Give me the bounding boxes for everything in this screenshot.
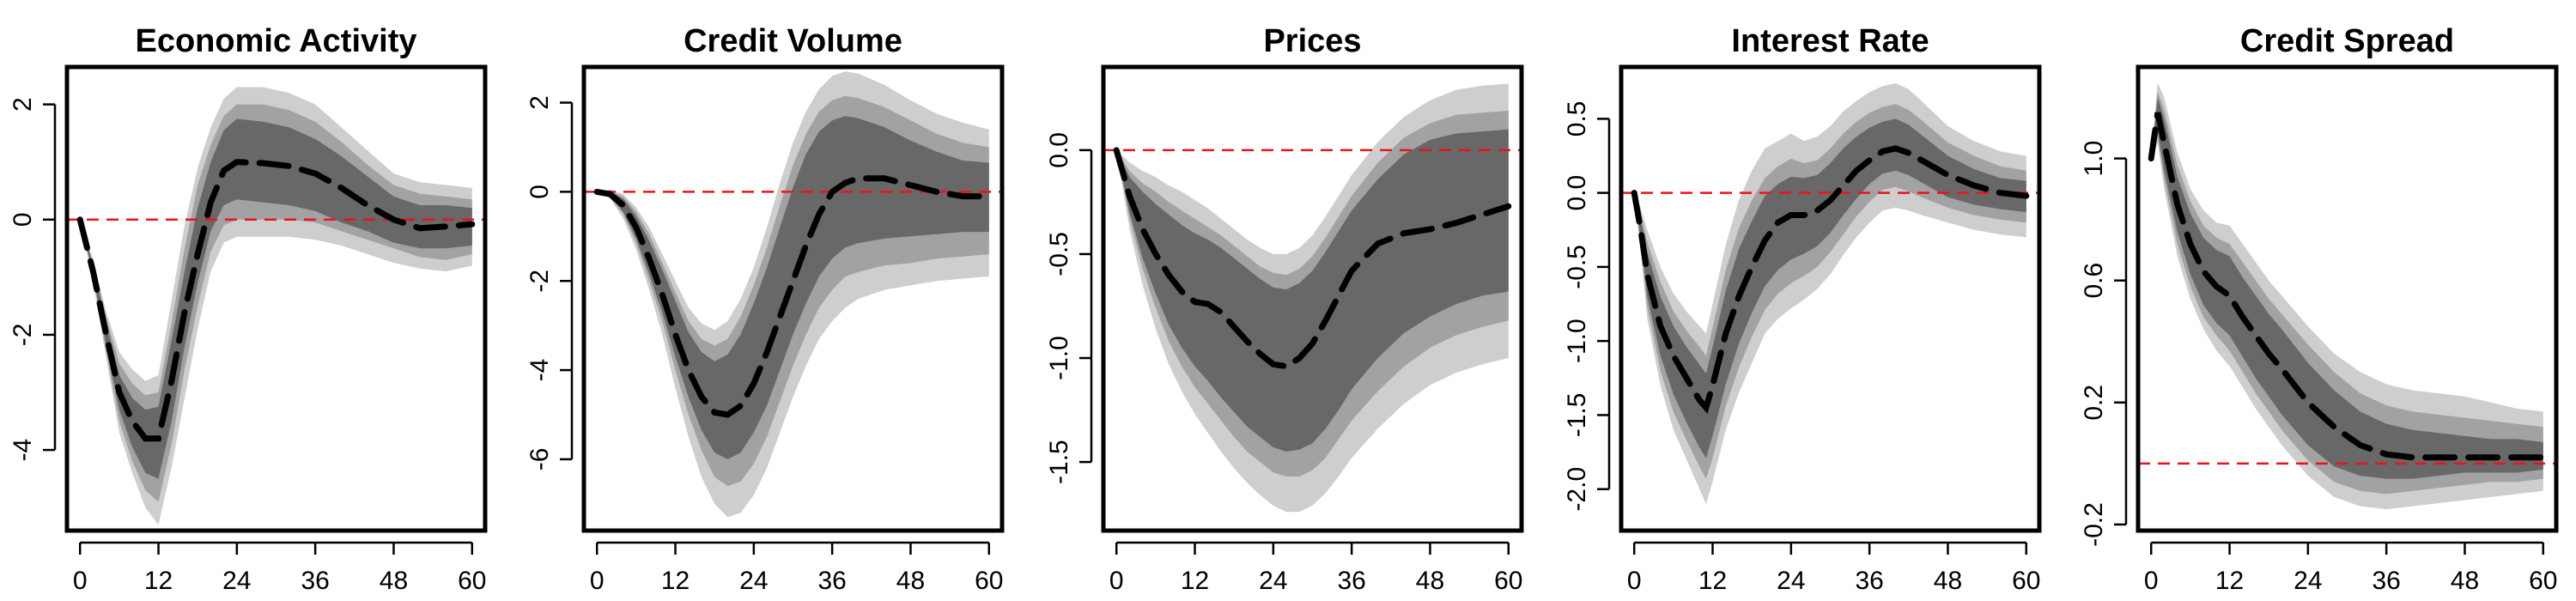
x-tick-label: 24 bbox=[739, 567, 768, 595]
x-tick-label: 12 bbox=[144, 567, 173, 595]
x-tick-label: 0 bbox=[590, 567, 605, 595]
y-tick-label: -1.5 bbox=[1563, 393, 1591, 438]
median-response-line bbox=[1113, 147, 1512, 370]
y-axis: -6 -4 -2 0 2 bbox=[526, 95, 574, 471]
x-tick-label: 24 bbox=[1777, 567, 1805, 595]
panel-2: Prices 0 12 24 36 48 60 -1.5 -1.0 -0.5 0.0 bbox=[1045, 23, 1524, 595]
panel-title: Prices bbox=[1263, 23, 1361, 59]
x-tick-label: 0 bbox=[1627, 567, 1642, 595]
y-tick-label: -0.5 bbox=[1045, 232, 1073, 276]
y-tick-label: -1.0 bbox=[1563, 319, 1591, 363]
x-tick-label: 0 bbox=[73, 567, 88, 595]
plot-frame bbox=[64, 64, 488, 533]
credible-band-0 bbox=[2151, 82, 2543, 510]
y-tick-label: 0.2 bbox=[2080, 385, 2108, 421]
y-tick-label: 0.5 bbox=[1563, 101, 1591, 137]
credible-band-2 bbox=[1116, 129, 1509, 452]
panel-0: Economic Activity 0 12 24 36 48 60 -4 -2 0 2 bbox=[9, 23, 488, 595]
credible-band-2 bbox=[2151, 97, 2543, 479]
x-tick-label: 48 bbox=[380, 567, 408, 595]
y-tick-label: -0.5 bbox=[1563, 245, 1591, 289]
x-tick-label: 0 bbox=[2144, 567, 2159, 595]
x-tick-label: 12 bbox=[1698, 567, 1727, 595]
x-axis: 0 12 24 36 48 60 bbox=[1627, 541, 2040, 595]
x-tick-label: 36 bbox=[2372, 567, 2400, 595]
x-axis: 0 12 24 36 48 60 bbox=[73, 541, 486, 595]
y-axis: -1.5 -1.0 -0.5 0.0 bbox=[1045, 132, 1093, 484]
plot-area bbox=[584, 71, 1002, 518]
median-response-line bbox=[593, 175, 993, 418]
x-tick-label: 0 bbox=[1109, 567, 1124, 595]
x-tick-label: 60 bbox=[975, 567, 1003, 595]
y-tick-label: 2 bbox=[9, 97, 37, 112]
x-tick-label: 48 bbox=[1934, 567, 1962, 595]
y-tick-label: -2 bbox=[526, 270, 554, 293]
x-axis: 0 12 24 36 48 60 bbox=[1109, 541, 1522, 595]
plot-frame bbox=[581, 64, 1005, 533]
x-tick-label: 12 bbox=[2215, 567, 2244, 595]
median-response-line bbox=[1631, 145, 2030, 414]
credible-band-2 bbox=[80, 118, 472, 479]
y-axis: -2.0 -1.5 -1.0 -0.5 0.0 0.5 bbox=[1563, 101, 1611, 512]
x-tick-label: 48 bbox=[896, 567, 925, 595]
credible-band-1 bbox=[1634, 104, 2026, 479]
y-tick-label: -4 bbox=[526, 359, 554, 382]
x-tick-label: 36 bbox=[301, 567, 329, 595]
plot-area bbox=[1621, 83, 2039, 504]
x-tick-label: 12 bbox=[661, 567, 690, 595]
x-tick-label: 24 bbox=[222, 567, 251, 595]
y-axis: -0.2 0.2 0.6 1.0 bbox=[2080, 141, 2128, 547]
plot-frame bbox=[1101, 64, 1524, 533]
y-tick-label: 0.0 bbox=[1045, 132, 1073, 168]
y-tick-label: 2 bbox=[526, 95, 554, 110]
x-tick-label: 24 bbox=[1259, 567, 1287, 595]
x-tick-label: 60 bbox=[2529, 567, 2557, 595]
x-axis: 0 12 24 36 48 60 bbox=[590, 541, 1003, 595]
plot-frame bbox=[2136, 64, 2559, 533]
panel-1: Credit Volume 0 12 24 36 48 60 -6 -4 -2 0 2 bbox=[526, 23, 1005, 595]
panel-title: Interest Rate bbox=[1731, 23, 1929, 59]
y-tick-label: 1.0 bbox=[2080, 141, 2108, 177]
panel-3: Interest Rate 0 12 24 36 48 60 -2.0 -1.5 -1.0 -0.5… bbox=[1563, 23, 2042, 595]
y-tick-label: -0.2 bbox=[2080, 502, 2108, 547]
y-tick-label: 0.0 bbox=[1563, 175, 1591, 211]
x-tick-label: 48 bbox=[2451, 567, 2479, 595]
plot-area bbox=[1103, 83, 1522, 513]
plot-area bbox=[2138, 82, 2556, 510]
credible-band-2 bbox=[1634, 118, 2026, 458]
x-tick-label: 60 bbox=[2012, 567, 2040, 595]
x-tick-label: 12 bbox=[1181, 567, 1209, 595]
y-tick-label: 0 bbox=[526, 185, 554, 199]
x-tick-label: 60 bbox=[458, 567, 486, 595]
median-response-line bbox=[2148, 112, 2547, 461]
x-tick-label: 48 bbox=[1416, 567, 1444, 595]
x-tick-label: 36 bbox=[1855, 567, 1883, 595]
x-tick-label: 60 bbox=[1494, 567, 1522, 595]
x-tick-label: 36 bbox=[817, 567, 846, 595]
y-tick-label: 0.6 bbox=[2080, 263, 2108, 299]
panel-title: Economic Activity bbox=[135, 23, 416, 59]
y-tick-label: -6 bbox=[526, 448, 554, 471]
plot-frame bbox=[1619, 64, 2042, 533]
panel-4: Credit Spread 0 12 24 36 48 60 -0.2 0.2 0.6 1.0 bbox=[2080, 23, 2559, 595]
y-axis: -4 -2 0 2 bbox=[9, 97, 57, 462]
y-tick-label: -4 bbox=[9, 439, 37, 462]
x-tick-label: 36 bbox=[1337, 567, 1365, 595]
x-axis: 0 12 24 36 48 60 bbox=[2144, 541, 2557, 595]
median-response-line bbox=[76, 159, 476, 442]
y-tick-label: -2 bbox=[9, 324, 37, 347]
y-tick-label: 0 bbox=[9, 212, 37, 227]
x-tick-label: 24 bbox=[2293, 567, 2322, 595]
y-tick-label: -2.0 bbox=[1563, 467, 1591, 512]
plot-area bbox=[67, 87, 485, 525]
panel-title: Credit Spread bbox=[2240, 23, 2454, 59]
y-tick-label: -1.5 bbox=[1045, 440, 1073, 484]
panel-title: Credit Volume bbox=[683, 23, 902, 59]
y-tick-label: -1.0 bbox=[1045, 336, 1073, 380]
